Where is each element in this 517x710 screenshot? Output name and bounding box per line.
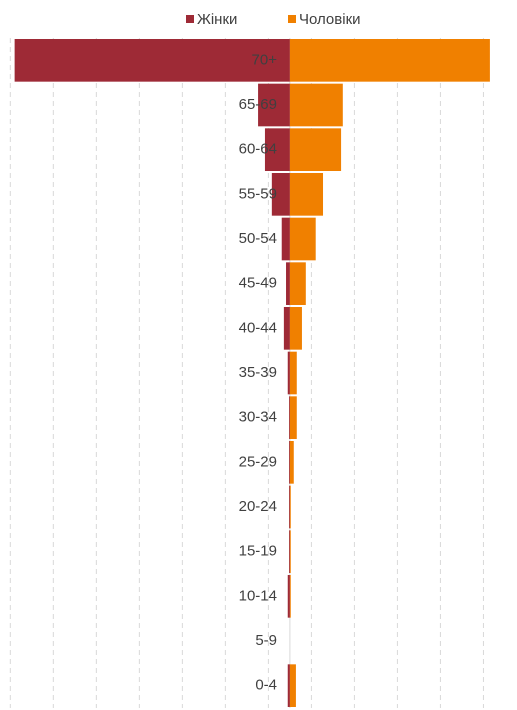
y-tick-label: 65-69 xyxy=(239,96,277,113)
y-tick-label: 50-54 xyxy=(239,230,277,247)
bar xyxy=(283,307,290,350)
y-tick-label: 35-39 xyxy=(239,364,277,381)
bar xyxy=(258,83,290,127)
bar xyxy=(289,262,306,305)
y-tick-label: 25-29 xyxy=(239,453,277,470)
y-tick-label: 55-59 xyxy=(239,185,277,202)
bar xyxy=(289,441,294,484)
bar xyxy=(289,128,342,171)
y-tick-label: 15-19 xyxy=(239,543,277,560)
bar xyxy=(287,351,290,395)
bar xyxy=(289,173,324,216)
bar xyxy=(289,351,297,395)
bar xyxy=(289,530,291,573)
bar xyxy=(289,441,290,484)
y-tick-label: 60-64 xyxy=(239,141,277,158)
legend-label: Жінки xyxy=(197,11,237,28)
bar xyxy=(289,664,296,707)
bar xyxy=(14,39,290,82)
bar xyxy=(289,530,290,573)
bar xyxy=(289,39,490,82)
legend-label: Чоловіки xyxy=(299,11,361,28)
legend-swatch xyxy=(288,15,296,23)
y-tick-label: 20-24 xyxy=(239,498,277,515)
bar xyxy=(287,664,290,707)
y-tick-label: 70+ xyxy=(252,51,278,68)
y-tick-label: 10-14 xyxy=(239,587,277,604)
bar xyxy=(289,396,297,439)
bar xyxy=(286,262,290,305)
bar xyxy=(264,128,290,171)
bar xyxy=(289,83,343,127)
legend-swatch xyxy=(186,15,194,23)
y-tick-label: 5-9 xyxy=(255,632,277,649)
y-tick-label: 45-49 xyxy=(239,275,277,292)
bar xyxy=(289,396,290,439)
bar xyxy=(289,217,316,261)
bar xyxy=(271,173,290,216)
bar xyxy=(289,485,290,529)
bar xyxy=(289,575,291,618)
y-tick-label: 0-4 xyxy=(255,677,277,694)
bar xyxy=(289,307,302,350)
y-tick-label: 40-44 xyxy=(239,319,277,336)
bar xyxy=(287,575,290,618)
y-tick-label: 30-34 xyxy=(239,409,277,426)
bar xyxy=(281,217,290,261)
bar xyxy=(289,485,291,529)
